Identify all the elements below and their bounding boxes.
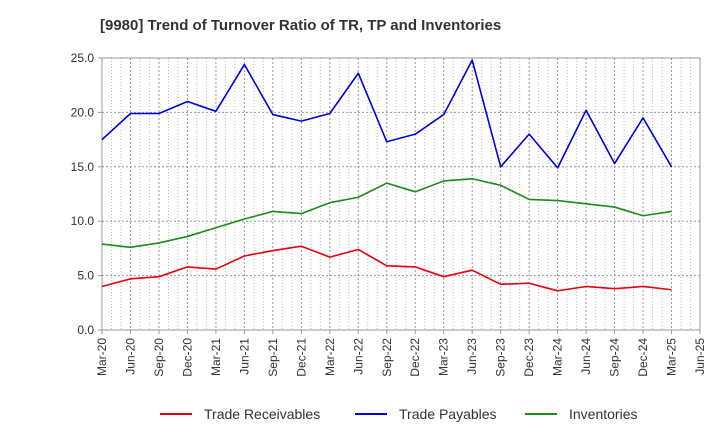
x-tick-label: Mar-20 <box>95 338 109 376</box>
x-tick-label: Dec-23 <box>522 338 536 377</box>
grid <box>102 58 700 330</box>
chart-title: [9980] Trend of Turnover Ratio of TR, TP… <box>100 17 501 34</box>
series-lines <box>101 59 673 292</box>
x-tick-label: Mar-24 <box>551 338 565 376</box>
x-tick-label: Jun-24 <box>579 338 593 375</box>
axes: 0.0 5.0 10.0 15.0 20.0 25.0 Mar-20 Jun-20 Sep-20… <box>71 51 707 377</box>
x-tick-label: Sep-20 <box>152 338 166 377</box>
x-tick-label: Mar-25 <box>665 338 679 376</box>
x-tick-label: Dec-22 <box>408 338 422 377</box>
x-tick-label: Sep-23 <box>494 338 508 377</box>
x-tick-label: Sep-22 <box>380 338 394 377</box>
x-tick-label: Sep-21 <box>266 338 280 377</box>
y-tick-label: 15.0 <box>71 160 95 174</box>
x-tick-label: Dec-21 <box>294 338 308 377</box>
plot-frame <box>101 57 701 331</box>
legend: Trade Receivables Trade Payables Inventori… <box>160 406 637 422</box>
series-line-trade-receivables <box>101 245 672 292</box>
y-tick-label: 25.0 <box>71 51 95 65</box>
x-tick-label: Jun-22 <box>351 338 365 375</box>
x-tick-label: Sep-24 <box>608 338 622 377</box>
x-tick-label: Jun-23 <box>465 338 479 375</box>
x-tick-label: Jun-21 <box>237 338 251 375</box>
series-line-inventories <box>101 177 672 249</box>
y-tick-label: 5.0 <box>77 269 94 283</box>
x-tick-label: Mar-22 <box>323 338 337 376</box>
x-tick-label: Mar-23 <box>437 338 451 376</box>
x-tick-label: Jun-20 <box>123 338 137 375</box>
y-tick-label: 0.0 <box>77 323 94 337</box>
y-tick-label: 10.0 <box>71 214 95 228</box>
legend-label-inventories: Inventories <box>569 406 637 422</box>
legend-label-trade-receivables: Trade Receivables <box>204 406 320 422</box>
x-tick-label: Mar-21 <box>209 338 223 376</box>
x-tick-label: Jun-25 <box>693 338 707 375</box>
x-tick-label: Dec-24 <box>636 338 650 377</box>
x-tick-label: Dec-20 <box>180 338 194 377</box>
legend-label-trade-payables: Trade Payables <box>399 406 497 422</box>
series-line-trade-payables <box>101 59 673 169</box>
y-tick-label: 20.0 <box>71 105 95 119</box>
